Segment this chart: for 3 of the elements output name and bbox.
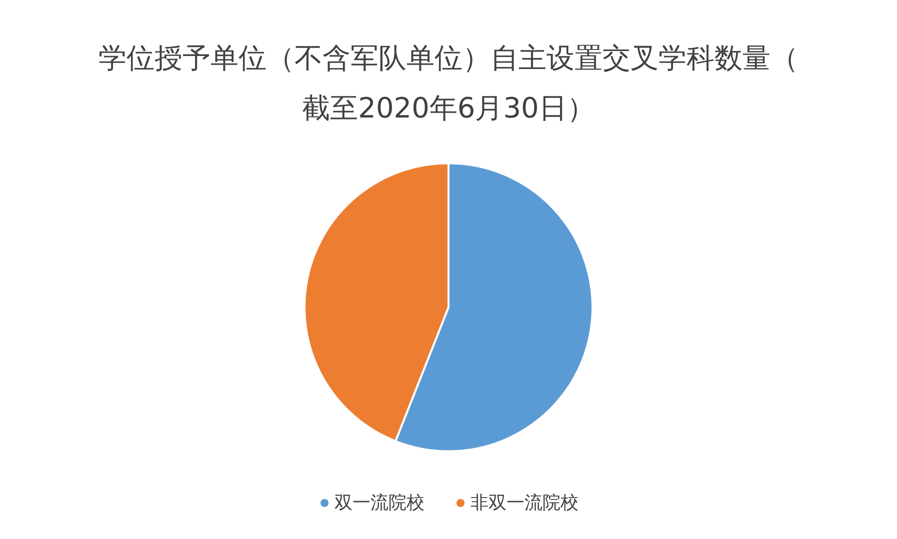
legend-label: 双一流院校 <box>334 492 424 514</box>
chart-title: 学位授予单位（不含军队单位）自主设置交叉学科数量（截至2020年6月30日） <box>98 42 798 124</box>
legend-label: 非双一流院校 <box>470 492 578 514</box>
